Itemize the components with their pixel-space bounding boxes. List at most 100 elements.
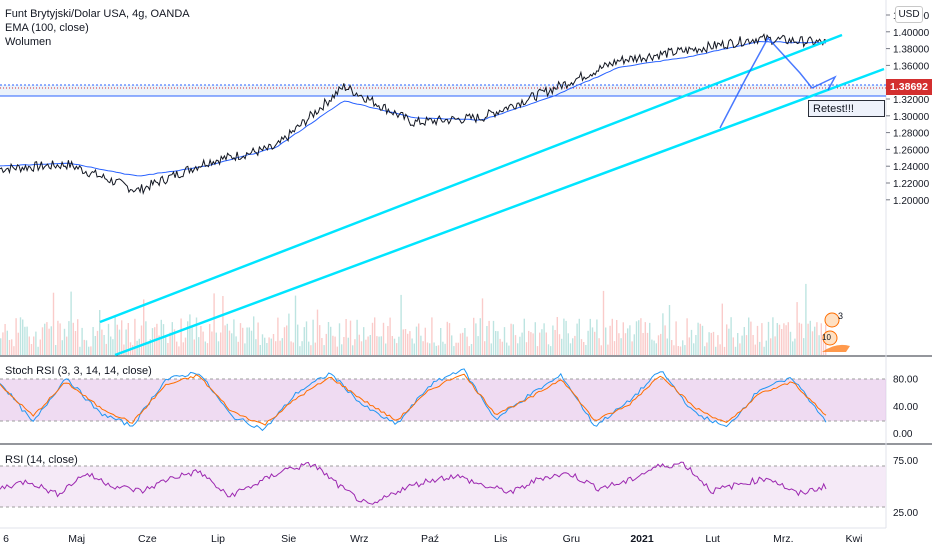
volume-bar — [6, 330, 8, 355]
retest-annotation[interactable]: Retest!!! — [808, 100, 885, 117]
volume-bar — [171, 322, 173, 355]
projection-path[interactable] — [719, 36, 837, 129]
alert-badge-icon[interactable] — [822, 330, 838, 346]
volume-bar — [743, 327, 745, 355]
volume-bar — [162, 324, 165, 355]
volume-bar — [176, 341, 178, 355]
volume-bar — [358, 334, 360, 355]
volume-bar — [787, 322, 789, 355]
volume-bar — [167, 343, 169, 355]
volume-bar — [88, 346, 90, 355]
volume-bar — [41, 327, 44, 355]
volume-bar — [50, 326, 52, 355]
volume-bar — [422, 341, 424, 355]
volume-bar — [585, 345, 587, 355]
volume-bar — [202, 331, 204, 355]
volume-bar — [589, 318, 591, 355]
volume-bar — [312, 319, 314, 355]
volume-bar — [561, 338, 563, 355]
stoch-tick-label: 40.00 — [893, 402, 918, 413]
volume-bar — [385, 343, 387, 355]
volume-bar — [807, 323, 809, 355]
volume-bar — [279, 340, 281, 355]
volume-bar — [490, 343, 492, 355]
volume-bar — [820, 323, 822, 355]
stoch-scale[interactable]: 80.00 40.00 0.00 — [893, 375, 918, 440]
volume-bar — [818, 335, 820, 355]
volume-bar — [622, 322, 624, 355]
rsi-scale[interactable]: 75.00 25.00 — [893, 456, 918, 519]
volume-bar — [723, 346, 726, 355]
volume-bar — [15, 318, 17, 355]
volume-bar — [299, 346, 301, 355]
volume-bar — [301, 341, 303, 355]
stoch-tick-label: 0.00 — [893, 429, 913, 440]
volume-bar — [169, 332, 171, 355]
volume-bar — [286, 325, 288, 355]
price-scale[interactable]: 1.420001.400001.380001.360001.340001.320… — [886, 11, 930, 207]
volume-bar — [363, 327, 365, 355]
volume-bar — [321, 338, 323, 355]
time-tick-label: Lut — [705, 533, 720, 545]
volume-bar — [800, 323, 803, 355]
volume-bar — [30, 344, 33, 355]
volume-bar — [569, 343, 572, 355]
volume-bar — [671, 340, 673, 355]
rsi-legend[interactable]: RSI (14, close) — [5, 454, 78, 466]
volume-bar — [677, 346, 679, 355]
volume-bar — [189, 314, 191, 355]
channel-upper-line[interactable] — [99, 33, 843, 324]
volume-bar — [418, 323, 420, 355]
volume-bar — [580, 339, 583, 355]
currency-button[interactable]: USD — [895, 6, 923, 23]
volume-bar — [495, 331, 497, 355]
volume-bar — [235, 336, 237, 355]
volume-bar — [462, 332, 464, 355]
alert-badge-icon[interactable] — [824, 312, 840, 328]
volume-bar — [4, 324, 6, 355]
volume-bar — [77, 319, 79, 355]
time-tick-label: Paź — [421, 533, 439, 545]
volume-bar — [246, 327, 248, 355]
volume-bar — [576, 323, 578, 355]
volume-bar — [629, 325, 631, 355]
volume-bar — [805, 283, 807, 355]
volume-bar — [382, 322, 385, 355]
volume-bar — [519, 336, 521, 355]
volume-bar — [646, 332, 649, 355]
volume-bar — [303, 327, 305, 355]
time-axis[interactable]: 6 Maj Cze Lip Sie Wrz Paź Lis Gru 2021 Lut Mrz. Kwi — [3, 533, 862, 545]
volume-bar — [316, 309, 319, 355]
volume-bar — [470, 344, 473, 355]
time-tick-label: Maj — [68, 533, 85, 545]
volume-bar — [446, 321, 448, 355]
volume-bar — [688, 337, 690, 355]
volume-bar — [13, 346, 15, 355]
volume-bar — [776, 323, 778, 355]
ema-legend[interactable]: EMA (100, close) — [5, 22, 89, 34]
volume-bar — [530, 332, 532, 355]
volume-bar — [803, 338, 805, 355]
volume-legend[interactable]: Wolumen — [5, 36, 52, 48]
volume-bar — [107, 323, 110, 355]
volume-bar — [22, 319, 24, 355]
volume-bar — [712, 331, 715, 355]
volume-bar — [134, 318, 136, 355]
volume-bar — [0, 338, 2, 355]
volume-bar — [222, 296, 224, 355]
volume-bar — [543, 323, 545, 355]
volume-bar — [822, 333, 825, 355]
volume-bar — [354, 339, 356, 355]
support-zone — [0, 85, 886, 96]
volume-bar — [497, 331, 499, 355]
volume-bar — [17, 332, 19, 355]
volume-bar — [149, 339, 151, 355]
volume-bar — [96, 330, 99, 355]
stoch-legend[interactable]: Stoch RSI (3, 3, 14, 14, close) — [5, 365, 152, 377]
volume-bar — [794, 338, 796, 355]
volume-bar — [690, 329, 693, 355]
volume-bar — [710, 332, 712, 355]
channel-lower-line[interactable] — [114, 67, 885, 357]
symbol-title[interactable]: Funt Brytyjski/Dolar USA, 4g, OANDA — [5, 8, 190, 20]
